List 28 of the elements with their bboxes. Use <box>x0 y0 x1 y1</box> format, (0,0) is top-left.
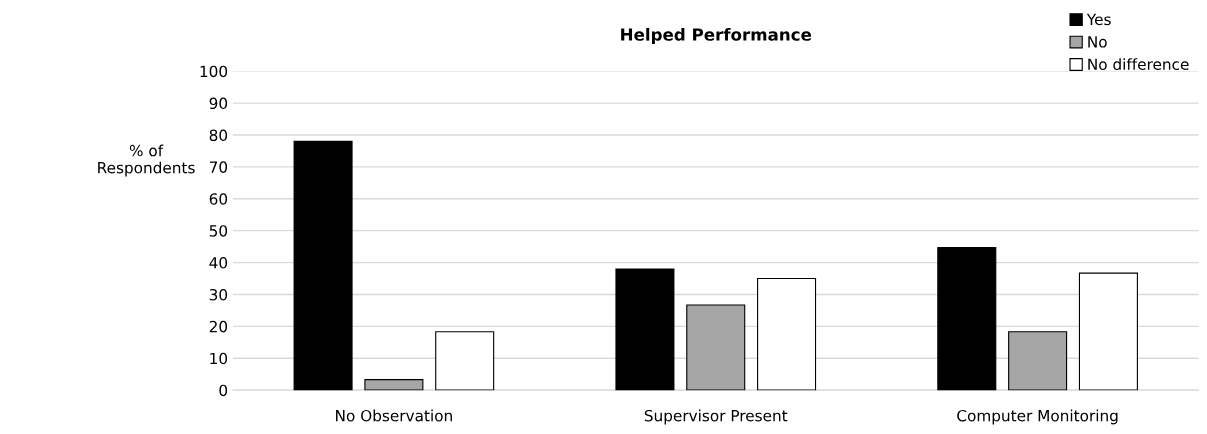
bar <box>615 268 675 391</box>
x-tick-label: Supervisor Present <box>644 409 788 425</box>
bar <box>435 331 495 391</box>
chart-title: Helped Performance <box>621 27 812 45</box>
bar <box>1078 272 1138 391</box>
y-tick-label: 70 <box>209 161 228 173</box>
y-tick-label: 50 <box>209 225 228 237</box>
y-tick-label: 30 <box>209 288 228 301</box>
y-tick-label: 100 <box>200 65 228 78</box>
y-tick-label: 0 <box>219 384 228 397</box>
bar <box>757 277 817 391</box>
legend-label: No <box>1088 36 1107 48</box>
y-axis-title: % of Respondents <box>98 144 195 177</box>
x-tick-label: Computer Monitoring <box>957 409 1118 425</box>
bar <box>686 304 746 391</box>
y-tick-label: 40 <box>209 257 228 269</box>
bar <box>1008 331 1068 391</box>
legend-label: Yes <box>1086 13 1111 26</box>
x-tick-label: No Observation <box>336 409 452 422</box>
y-tick-label: 60 <box>209 193 228 205</box>
bar <box>937 247 997 391</box>
bar <box>364 379 424 391</box>
y-tick-label: 20 <box>209 320 228 333</box>
y-tick-label: 10 <box>210 352 228 365</box>
y-tick-label: 80 <box>209 129 228 141</box>
y-tick-label: 90 <box>209 97 228 110</box>
legend-label: No difference <box>1088 58 1189 71</box>
bar <box>293 140 353 391</box>
